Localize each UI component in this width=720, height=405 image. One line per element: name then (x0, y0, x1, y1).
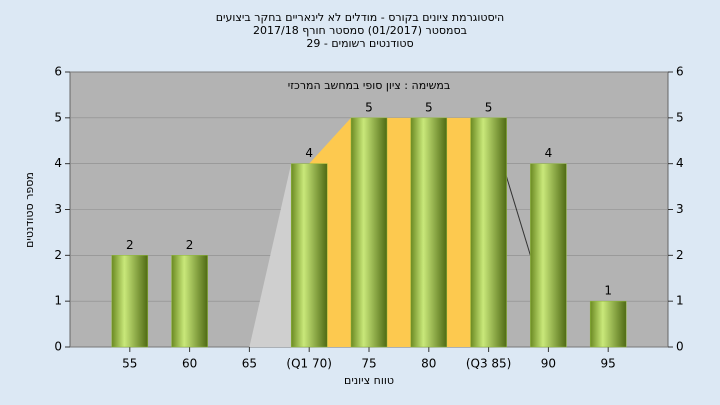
data-label: 1 (604, 284, 612, 298)
y-tick-label: 4 (54, 156, 62, 170)
chart-caption: סטודנטים רשומים - 29 (306, 37, 413, 50)
y-tick-label: 3 (54, 202, 62, 216)
data-label: 5 (425, 100, 433, 114)
x-tick-label: (Q3 85) (466, 357, 512, 371)
data-label: 5 (365, 100, 373, 114)
bar (470, 117, 507, 348)
bar (589, 300, 627, 348)
y2-tick-label: 5 (676, 110, 684, 124)
x-tick-label: 55 (122, 357, 137, 371)
y-tick-label: 6 (54, 65, 62, 79)
y-tick-label: 0 (54, 340, 62, 354)
bar (111, 255, 149, 348)
x-tick-label: 90 (541, 357, 556, 371)
data-label: 4 (545, 146, 553, 160)
y-axis-label: מספר סטודנטים (23, 172, 36, 248)
y-tick-label: 1 (54, 294, 62, 308)
bar (530, 163, 567, 348)
x-tick-label: 75 (361, 357, 376, 371)
y-tick-label: 5 (54, 110, 62, 124)
data-label: 2 (126, 238, 134, 252)
y2-tick-label: 3 (676, 202, 684, 216)
x-tick-label: 60 (182, 357, 197, 371)
bar (410, 117, 448, 348)
x-tick-label: 65 (242, 357, 257, 371)
data-label: 4 (305, 146, 313, 160)
data-label: 5 (485, 100, 493, 114)
bar (350, 117, 388, 348)
y2-tick-label: 0 (676, 340, 684, 354)
chart-title: היסטוגרמת ציונים בקורס - מודלים לא לינאר… (216, 11, 505, 24)
x-tick-label: 95 (601, 357, 616, 371)
annotation: במשימה : ציון סופי במחשב המרכזי (288, 79, 451, 92)
x-axis-label: טווח ציונים (344, 374, 394, 387)
y2-tick-label: 1 (676, 294, 684, 308)
y-tick-label: 2 (54, 248, 62, 262)
y2-tick-label: 4 (676, 156, 684, 170)
bar (290, 163, 328, 348)
bar (171, 255, 208, 348)
y2-tick-label: 2 (676, 248, 684, 262)
quartile-box (309, 117, 489, 347)
chart-subtitle: בסמסטר (01/2017) סמסטר חורף 2017/18 (253, 24, 467, 37)
data-label: 2 (186, 238, 194, 252)
y2-tick-label: 6 (676, 65, 684, 79)
x-tick-label: 80 (421, 357, 436, 371)
x-tick-label: (Q1 70) (286, 357, 332, 371)
